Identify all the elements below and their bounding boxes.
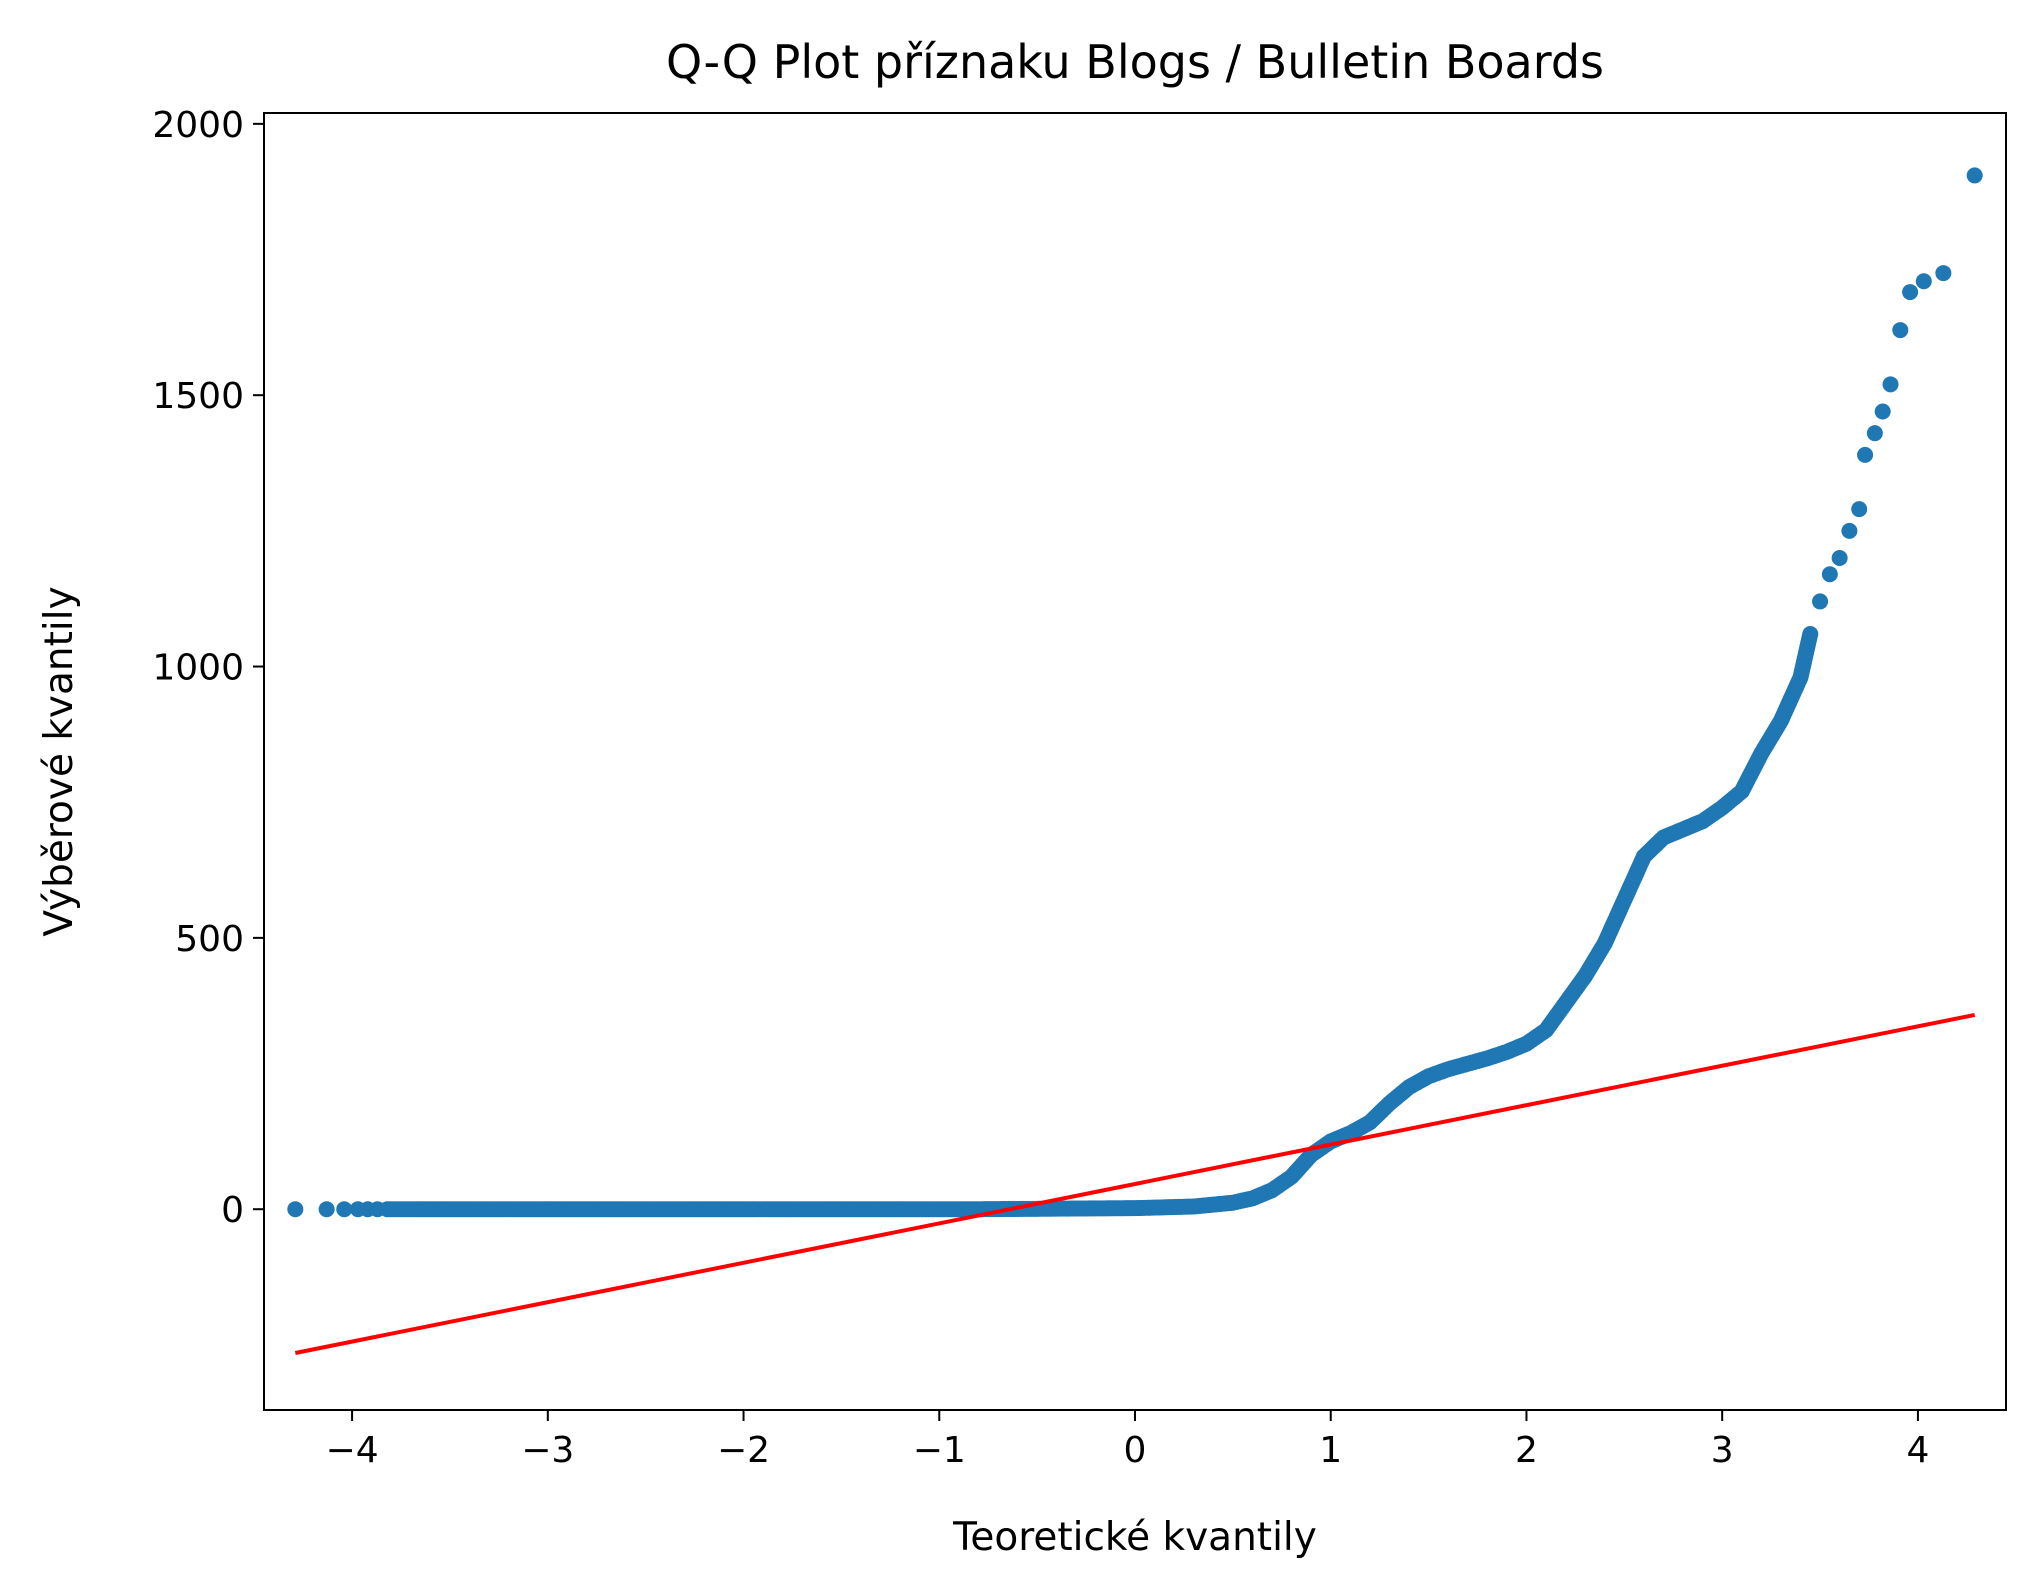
x-tick-label: −2 [717,1430,770,1471]
y-axis-ticks: 0 500 1000 1500 2000 [152,105,264,1231]
data-point [1915,273,1932,290]
data-point [1935,265,1952,282]
fit-line [294,1012,1976,1355]
reference-line [294,1012,1976,1355]
y-tick-label: 1000 [152,648,244,689]
data-point [1892,322,1909,339]
x-axis-label: Teoretické kvantily [952,1515,1317,1560]
data-point [1857,446,1874,463]
data-point [1966,167,1983,184]
data-point [1841,522,1858,539]
data-point [336,1201,353,1218]
y-tick-label: 2000 [152,105,244,146]
chart-title: Q-Q Plot příznaku Blogs / Bulletin Board… [666,35,1604,89]
data-point [1831,549,1848,566]
data-point [1851,501,1868,518]
x-tick-label: 4 [1906,1430,1929,1471]
y-tick-label: 0 [221,1190,244,1231]
data-point [1882,376,1899,393]
y-tick-label: 1500 [152,376,244,417]
data-point [1802,625,1819,642]
data-point [1812,593,1829,610]
y-axis-label: Výběrové kvantily [37,586,82,936]
data-points [287,167,1983,1218]
data-point [1821,566,1838,583]
x-tick-label: −4 [326,1430,379,1471]
data-point [318,1201,335,1218]
data-point [1866,425,1883,442]
x-tick-label: −3 [521,1430,574,1471]
x-tick-label: 3 [1711,1430,1734,1471]
x-tick-label: 1 [1319,1430,1342,1471]
data-point [1874,403,1891,420]
data-point [287,1201,304,1218]
data-point [1902,284,1919,301]
x-axis-ticks: −4 −3 −2 −1 0 1 2 3 4 [326,1410,1929,1471]
x-tick-label: 2 [1515,1430,1538,1471]
y-tick-label: 500 [175,919,244,960]
x-tick-label: −1 [913,1430,966,1471]
x-tick-label: 0 [1124,1430,1147,1471]
